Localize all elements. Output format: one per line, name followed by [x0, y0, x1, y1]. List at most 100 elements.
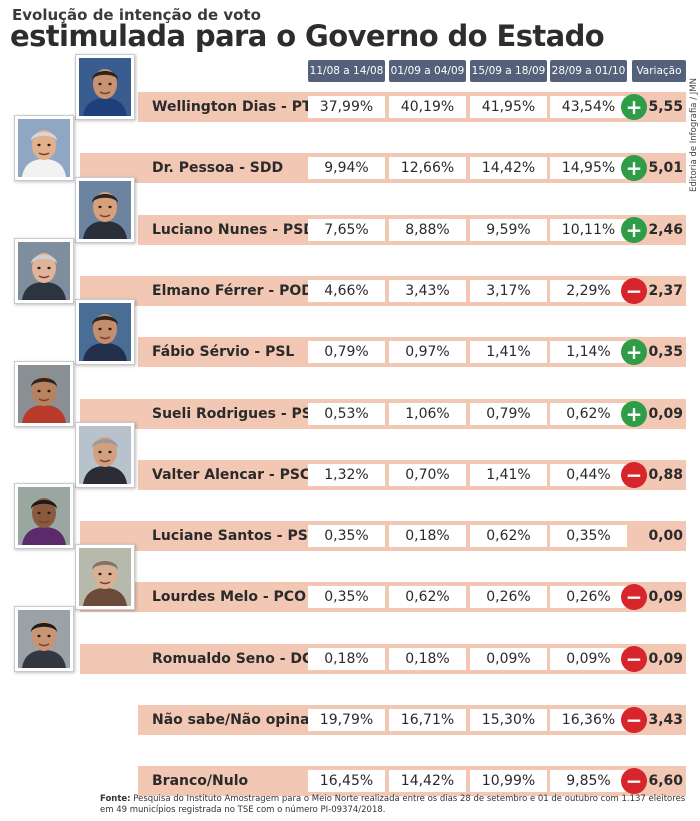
- value-cell: 37,99%: [308, 96, 385, 118]
- decrease-icon: −: [621, 768, 647, 795]
- value-cell: 1,14%: [550, 341, 627, 364]
- value-cell: 9,85%: [550, 770, 627, 793]
- value-cell: 3,17%: [470, 279, 547, 302]
- candidate-portrait-icon: [18, 364, 70, 423]
- variation-value: 5,55: [648, 99, 683, 115]
- value-cell: 0,62%: [470, 525, 547, 548]
- table-row: Branco/Nulo 16,45% 14,42% 10,99% 9,85% −6,60: [0, 736, 700, 797]
- table-row: Não sabe/Não opina 19,79% 16,71% 15,30% 16,3…: [0, 675, 700, 736]
- table-row: Lourdes Melo - PCO 0,35% 0,62% 0,26% 0,26% −0…: [0, 544, 700, 613]
- candidate-name: Romualdo Seno - DC: [152, 650, 313, 667]
- column-header-period-3: 15/09 a 18/09: [470, 60, 547, 82]
- candidate-photo: [14, 483, 74, 550]
- value-cell: 14,42%: [470, 157, 547, 180]
- candidate-portrait-icon: [18, 487, 70, 546]
- candidate-name: Não sabe/Não opina: [152, 712, 310, 728]
- candidate-photo: [14, 115, 74, 182]
- candidate-portrait-icon: [79, 180, 131, 239]
- candidate-portrait-icon: [18, 241, 70, 300]
- value-cell: 3,43%: [389, 279, 466, 302]
- value-cell: 0,35%: [308, 586, 385, 609]
- candidate-portrait-icon: [18, 119, 70, 178]
- increase-icon: +: [621, 339, 647, 366]
- increase-icon: +: [621, 216, 647, 243]
- value-cell: 1,06%: [389, 402, 466, 425]
- value-cell: 16,45%: [308, 770, 385, 793]
- value-cell: 16,71%: [389, 709, 466, 731]
- value-cell: 0,18%: [389, 647, 466, 670]
- value-cell: 1,41%: [470, 341, 547, 364]
- value-cell: 0,18%: [389, 525, 466, 548]
- value-cell: 1,32%: [308, 463, 385, 486]
- value-cell: 0,79%: [308, 341, 385, 364]
- variation-value: 2,46: [648, 221, 683, 238]
- variation-value: 6,60: [648, 773, 683, 790]
- value-cell: 0,18%: [308, 647, 385, 670]
- value-cell: 14,95%: [550, 157, 627, 180]
- chart-title: estimulada para o Governo do Estado: [10, 19, 605, 53]
- candidate-name: Dr. Pessoa - SDD: [152, 160, 284, 177]
- candidate-portrait-icon: [79, 425, 131, 484]
- candidate-photo: [14, 237, 74, 304]
- value-cell: 10,99%: [470, 770, 547, 793]
- value-cell: 40,19%: [389, 96, 466, 118]
- table-row: Luciane Santos - PSTU 0,35% 0,18% 0,62% 0,35…: [0, 483, 700, 552]
- variation-value: 0,09: [648, 405, 683, 422]
- candidate-name: Lourdes Melo - PCO: [152, 589, 306, 606]
- candidate-photo: [14, 605, 74, 672]
- value-cell: 0,97%: [389, 341, 466, 364]
- increase-icon: +: [621, 155, 647, 182]
- value-cell: 9,94%: [308, 157, 385, 180]
- decrease-icon: −: [621, 645, 647, 672]
- column-header-variation: Variação: [632, 60, 686, 82]
- variation-value: 0,09: [648, 650, 683, 667]
- value-cell: 1,41%: [470, 463, 547, 486]
- value-cell: 19,79%: [308, 709, 385, 731]
- value-cell: 14,42%: [389, 770, 466, 793]
- candidate-name: Wellington Dias - PT: [152, 99, 312, 115]
- increase-icon: +: [621, 94, 647, 120]
- value-cell: 4,66%: [308, 279, 385, 302]
- value-cell: 0,26%: [470, 586, 547, 609]
- table-row: Valter Alencar - PSC 1,32% 0,70% 1,41% 0,44%…: [0, 421, 700, 491]
- variation-value: 0,09: [648, 589, 683, 606]
- candidate-name: Valter Alencar - PSC: [152, 466, 311, 483]
- column-header-period-1: 11/08 a 14/08: [308, 60, 385, 82]
- variation-value: 5,01: [648, 160, 683, 177]
- candidate-name: Sueli Rodrigues - PSOL: [152, 405, 333, 422]
- value-cell: 0,70%: [389, 463, 466, 486]
- table-row: Elmano Férrer - POD 4,66% 3,43% 3,17% 2,29% −…: [0, 237, 700, 307]
- variation-value: 0,88: [648, 466, 683, 483]
- value-cell: 9,59%: [470, 218, 547, 241]
- value-cell: 0,62%: [389, 586, 466, 609]
- table-row: Fábio Sérvio - PSL 0,79% 0,97% 1,41% 1,14% +0…: [0, 299, 700, 368]
- candidate-photo: [75, 299, 135, 366]
- candidate-portrait-icon: [79, 58, 131, 116]
- candidate-portrait-icon: [79, 303, 131, 362]
- value-cell: 0,26%: [550, 586, 627, 609]
- candidate-photo: [14, 360, 74, 427]
- table-row: Dr. Pessoa - SDD 9,94% 12,66% 14,42% 14,95% +…: [0, 115, 700, 184]
- table-row: Luciano Nunes - PSDB 7,65% 8,88% 9,59% 10,11…: [0, 176, 700, 246]
- value-cell: 2,29%: [550, 279, 627, 302]
- table-row: Sueli Rodrigues - PSOL 0,53% 1,06% 0,79% 0,6…: [0, 360, 700, 430]
- candidate-name: Luciano Nunes - PSDB: [152, 221, 326, 238]
- value-cell: 7,65%: [308, 218, 385, 241]
- value-cell: 0,35%: [308, 525, 385, 548]
- value-cell: 8,88%: [389, 218, 466, 241]
- chart-subtitle: Evolução de intenção de voto: [12, 6, 261, 24]
- value-cell: 41,95%: [470, 96, 547, 118]
- decrease-icon: −: [621, 277, 647, 304]
- value-cell: 0,44%: [550, 463, 627, 486]
- decrease-icon: −: [621, 461, 647, 488]
- column-header-period-4: 28/09 a 01/10: [550, 60, 627, 82]
- table-row: Wellington Dias - PT 37,99% 40,19% 41,95% 43…: [0, 54, 700, 123]
- candidate-portrait-icon: [79, 548, 131, 607]
- candidate-photo: [75, 421, 135, 488]
- value-cell: 0,79%: [470, 402, 547, 425]
- candidate-name: Elmano Férrer - POD: [152, 282, 313, 299]
- source-text: Pesquisa do Instituto Amostragem para o …: [100, 794, 686, 815]
- candidate-photo: [75, 176, 135, 243]
- value-cell: 0,09%: [550, 647, 627, 670]
- source-note: Fonte: Pesquisa do Instituto Amostragem …: [100, 794, 690, 816]
